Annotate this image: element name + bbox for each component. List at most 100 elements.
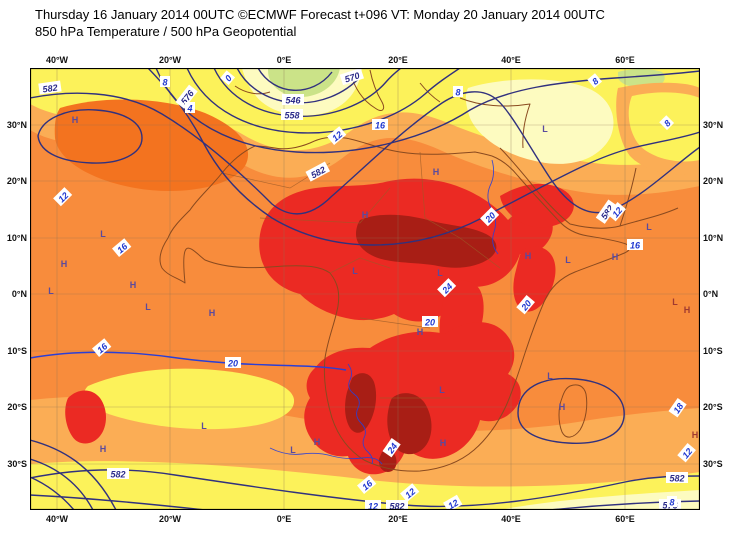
geopotential-label-box: [339, 68, 365, 86]
geopotential-contour: [155, 68, 700, 154]
temperature-label: 20: [225, 357, 241, 369]
high-center-marker: H: [692, 430, 699, 440]
axis-tick-left: 20°N: [6, 176, 27, 186]
axis-tick-top: 20°W: [158, 55, 182, 65]
axis-tick-right: 20°N: [703, 176, 724, 186]
axis-tick-right: 20°S: [703, 402, 723, 412]
high-center-marker: H: [440, 438, 447, 448]
temperature-label-text: 12: [368, 502, 378, 511]
temperature-label-box: [327, 126, 347, 145]
temperature-label-box: [627, 239, 643, 250]
map-title-block: Thursday 16 January 2014 00UTC ©ECMWF Fo…: [35, 6, 605, 40]
axis-tick-top: 40°W: [45, 55, 69, 65]
axis-tick-left: 30°N: [6, 120, 27, 130]
axis-tick-bottom: 60°E: [615, 514, 635, 524]
temperature-label-box: [480, 207, 500, 227]
temperature-label-text: 18: [671, 401, 685, 415]
temperature-shading-region: [65, 390, 106, 444]
geopotential-label: 582: [38, 80, 62, 94]
geopotential-label: 546: [282, 94, 304, 106]
temperature-label: 12: [607, 202, 626, 222]
axis-tick-bottom: 0°E: [276, 514, 292, 524]
high-center-marker: H: [362, 210, 369, 220]
coastline: [234, 85, 271, 95]
country-border: [419, 151, 461, 239]
temperature-label-box: [400, 483, 420, 502]
low-center-marker: L: [290, 445, 296, 455]
geopotential-contour: [37, 109, 143, 164]
axis-tick-left: 20°S: [7, 402, 27, 412]
temperature-label-text: 8: [669, 498, 674, 508]
river-line: [347, 363, 373, 465]
temperature-label-box: [677, 443, 696, 463]
temperature-label: 12: [677, 443, 696, 463]
high-center-marker: H: [209, 308, 216, 318]
axis-tick-top: 40°E: [501, 55, 521, 65]
geopotential-contour: [30, 458, 94, 510]
temperature-label-text: 16: [375, 121, 386, 131]
map-area: 5825765465585705825825825825825768048881…: [30, 68, 700, 510]
geopotential-contour: [213, 68, 402, 117]
geopotential-label: 558: [281, 109, 303, 121]
high-center-marker: H: [684, 305, 691, 315]
temperature-label-box: [422, 316, 438, 327]
low-center-marker: L: [201, 421, 207, 431]
geopotential-label-box: [282, 94, 304, 105]
geopotential-contour: [30, 439, 117, 510]
title-line-fields: 850 hPa Temperature / 500 hPa Geopotenti…: [35, 24, 297, 39]
coastline: [558, 384, 588, 438]
river-line: [269, 447, 383, 465]
temperature-label-text: 12: [330, 129, 344, 143]
geopotential-contour: [30, 476, 75, 510]
coastline: [254, 136, 493, 157]
high-center-marker: H: [72, 115, 79, 125]
map-frame: [30, 68, 700, 510]
geopotential-label: 582: [666, 472, 688, 484]
temperature-label: 4: [185, 102, 195, 114]
temperature-label-box: [225, 357, 241, 368]
temperature-label-text: 12: [610, 205, 624, 219]
temperature-label-box: [112, 238, 132, 257]
temperature-label: 0: [220, 70, 236, 86]
temperature-label: 12: [443, 494, 463, 510]
high-center-marker: H: [314, 437, 321, 447]
country-border: [259, 187, 391, 224]
temperature-label-text: 8: [590, 76, 600, 87]
temperature-shading-region: [465, 79, 614, 164]
axis-tick-right: 0°N: [703, 289, 719, 299]
temperature-label-box: [453, 86, 463, 97]
coastline: [349, 69, 385, 111]
temperature-label-box: [53, 187, 73, 207]
low-center-marker: L: [437, 268, 443, 278]
temperature-label: 16: [372, 119, 388, 131]
geopotential-label-text: 582: [110, 470, 125, 480]
temperature-label-box: [357, 475, 377, 494]
geopotential-label-box: [305, 161, 331, 182]
temperature-label-box: [443, 494, 463, 510]
temperature-label-box: [607, 202, 626, 222]
high-center-marker: H: [433, 167, 440, 177]
low-center-marker: L: [439, 385, 445, 395]
country-border: [359, 317, 431, 329]
temperature-label-text: 20: [227, 359, 238, 369]
axis-tick-right: 10°N: [703, 233, 724, 243]
low-center-marker: L: [100, 229, 106, 239]
geopotential-label-box: [595, 199, 618, 224]
axis-tick-right: 10°S: [703, 346, 723, 356]
geopotential-contour: [257, 68, 333, 91]
temperature-label-text: 16: [630, 241, 641, 251]
temperature-label-box: [668, 398, 687, 418]
country-border: [329, 257, 391, 274]
low-center-marker: L: [646, 222, 652, 232]
low-center-marker: L: [145, 302, 151, 312]
geopotential-contour: [30, 494, 206, 510]
coastline: [459, 97, 531, 149]
temperature-label-text: 12: [446, 498, 460, 510]
geopotential-contour: [549, 500, 700, 510]
geopotential-label-text: 570: [343, 70, 360, 84]
temperature-label: 20: [422, 316, 438, 328]
country-border: [459, 237, 501, 269]
geopotential-label-text: 582: [669, 474, 684, 484]
temperature-label: 16: [627, 239, 643, 251]
